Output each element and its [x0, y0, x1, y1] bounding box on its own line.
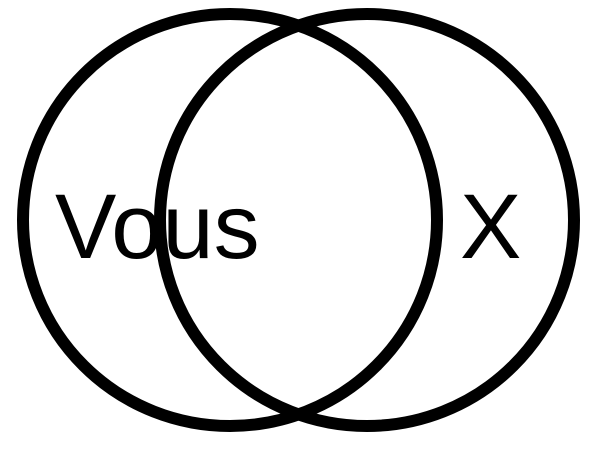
right-circle [154, 8, 580, 432]
left-circle [17, 8, 443, 432]
left-set-label: Vous [55, 176, 260, 278]
right-set-label: X [460, 176, 521, 278]
